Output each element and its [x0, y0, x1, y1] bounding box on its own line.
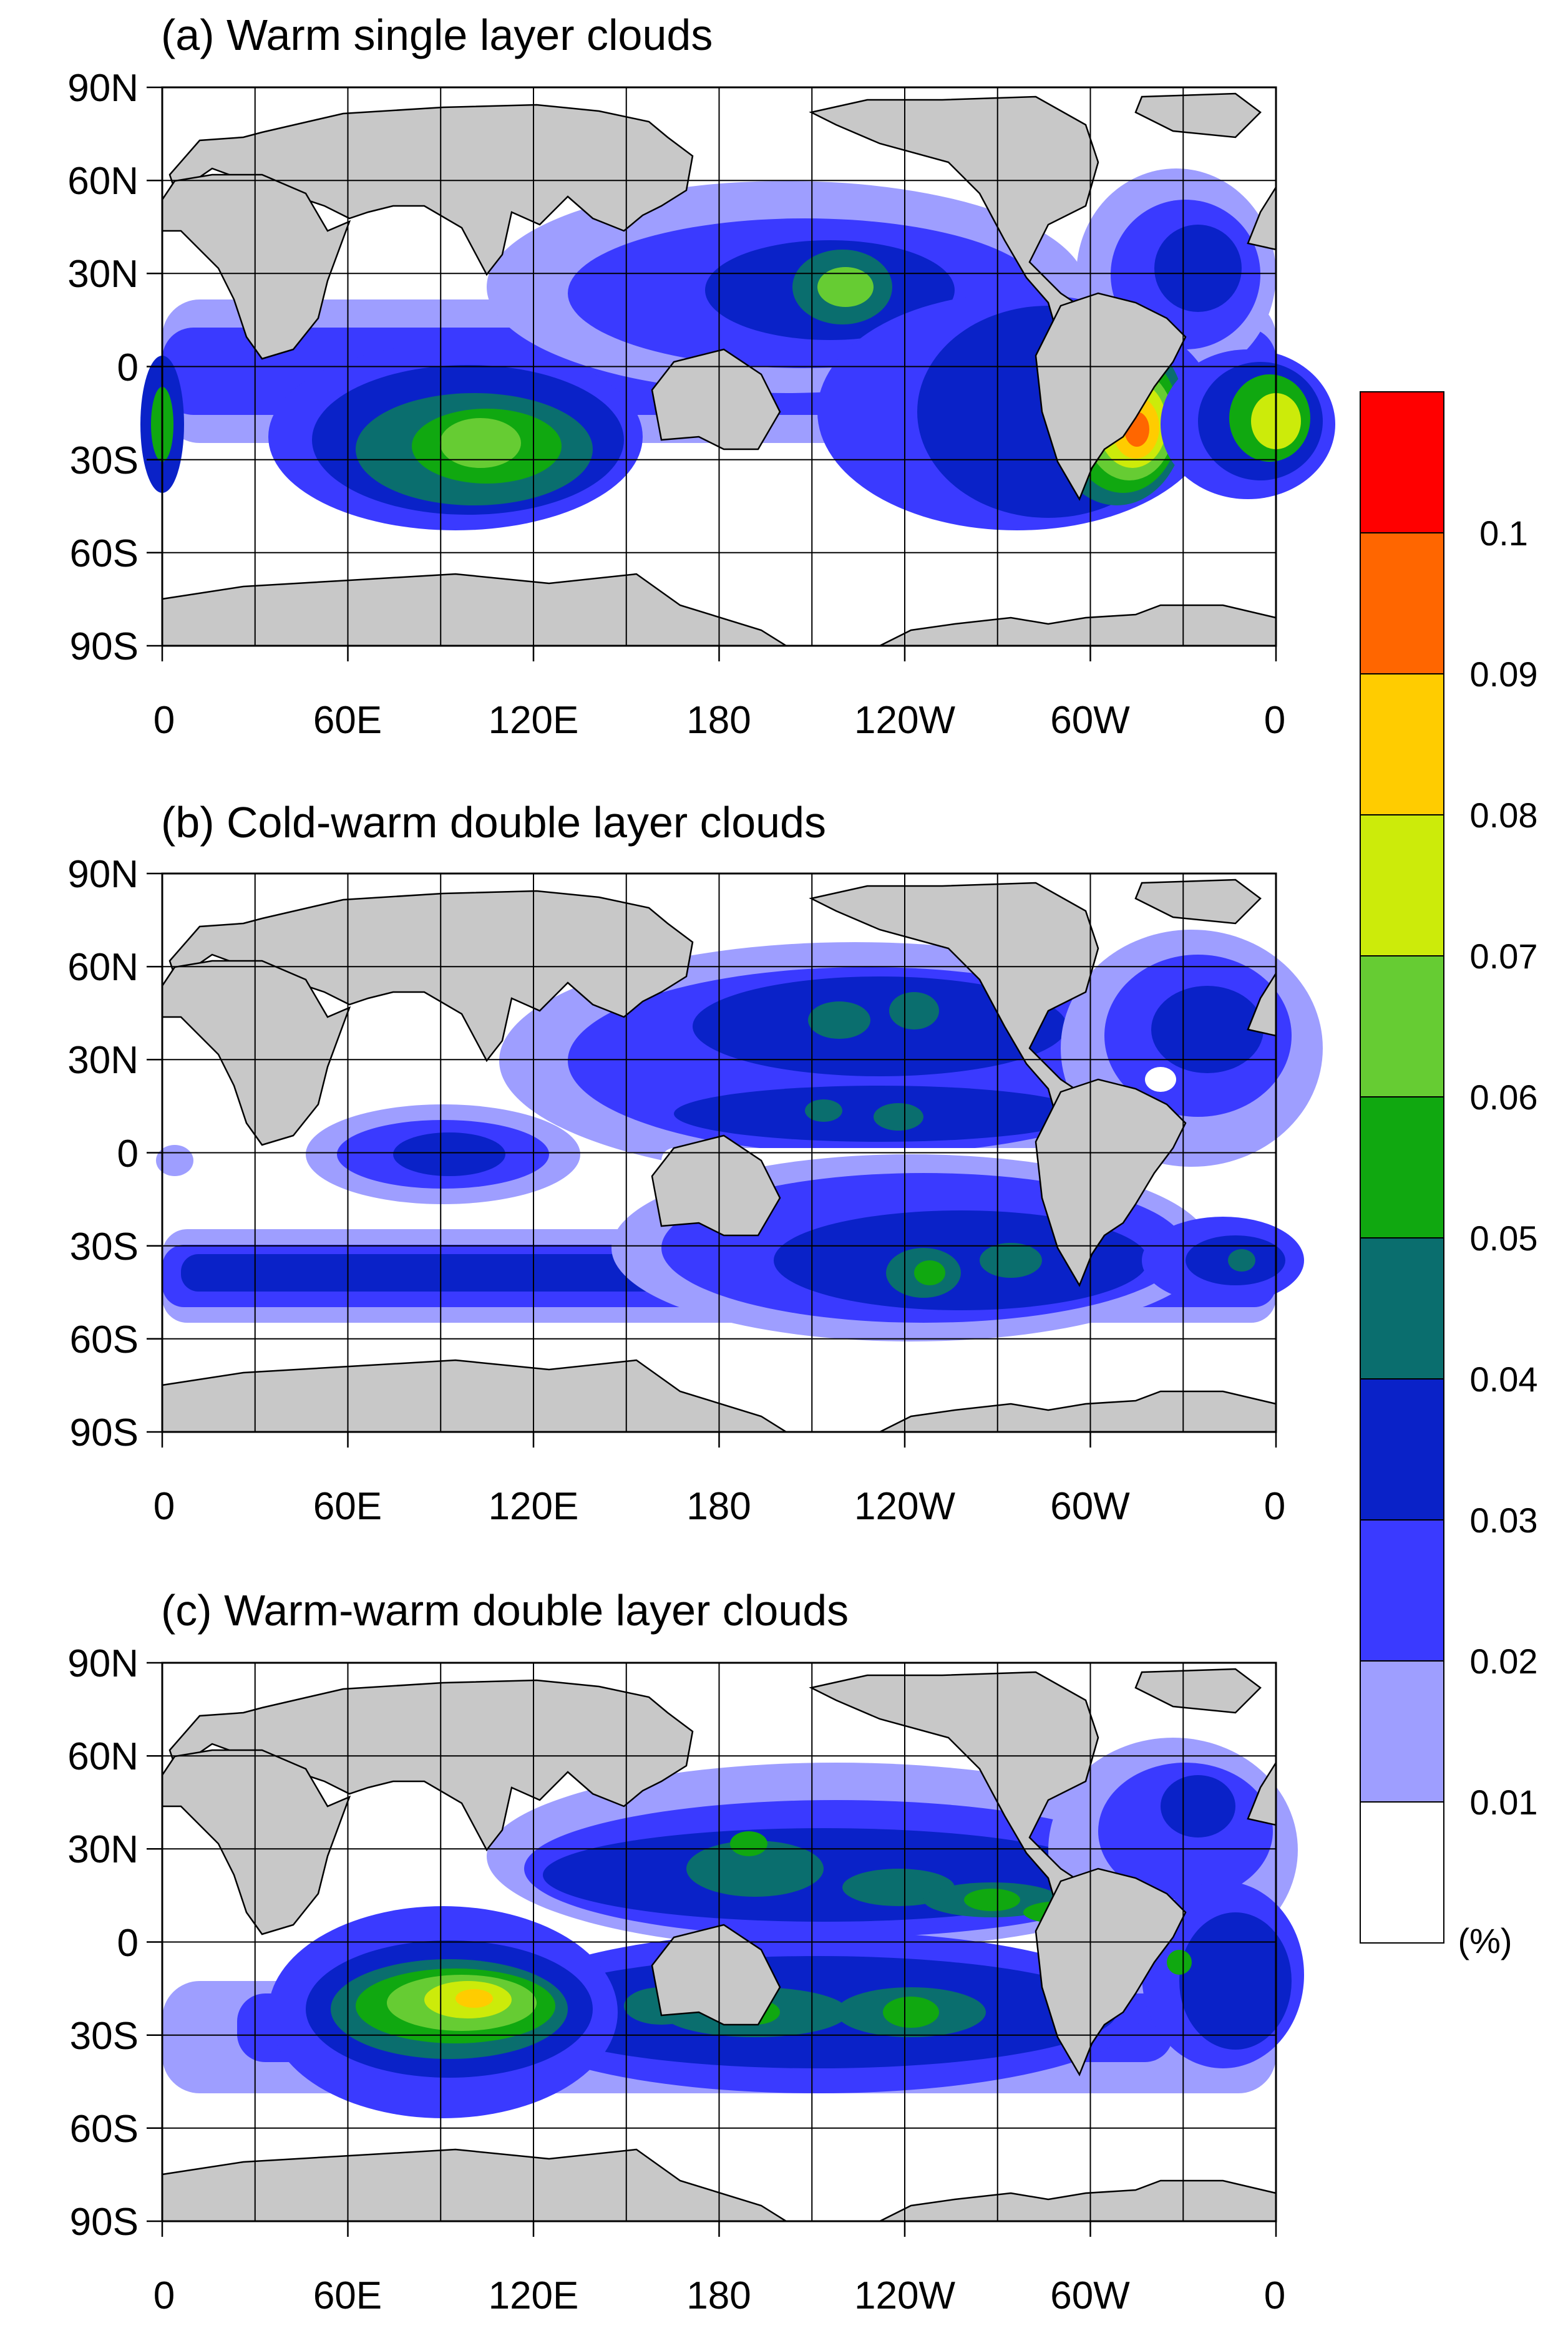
colorbar-frame	[1360, 391, 1444, 1944]
lon-label: 60W	[1050, 1485, 1130, 1528]
colorbar-swatches	[1360, 392, 1444, 1943]
lat-label: 90N	[67, 1642, 139, 1685]
colorbar-swatch	[1360, 392, 1444, 533]
panel-a-lon-labels: 0 60E 120E 180 120W 60W 0	[153, 699, 1285, 742]
colorbar-swatch	[1360, 815, 1444, 956]
lon-label: 120E	[489, 699, 579, 742]
lat-label: 30N	[67, 253, 139, 296]
colorbar-swatch	[1360, 956, 1444, 1097]
panel-a-ticks	[147, 86, 1277, 661]
colorbar-label: 0.09	[1470, 655, 1538, 694]
panel-c-land	[161, 1668, 1277, 2222]
lat-label: 60N	[67, 1735, 139, 1778]
lat-label: 30S	[70, 2015, 139, 2058]
panel-c: (c) Warm-warm double layer clouds	[67, 1586, 1304, 2317]
panel-a-title: (a) Warm single layer clouds	[161, 11, 713, 59]
lat-label: 30N	[67, 1828, 139, 1871]
lat-label: 60S	[70, 1318, 139, 1361]
colorbar-swatch	[1360, 1661, 1444, 1802]
lat-label: 0	[117, 1922, 139, 1965]
lat-label: 30S	[70, 439, 139, 482]
lat-label: 90S	[70, 625, 139, 668]
panel-b-lon-labels: 0 60E 120E 180 120W 60W 0	[153, 1485, 1285, 1528]
panel-b-land	[161, 879, 1277, 1433]
panel-b-lat-labels: 90N 60N 30N 0 30S 60S 90S	[67, 853, 139, 1454]
lon-label: 60W	[1050, 2274, 1130, 2317]
panel-c-title: (c) Warm-warm double layer clouds	[161, 1586, 849, 1635]
lon-label: 120E	[489, 1485, 579, 1528]
panel-b-gridlines	[162, 874, 1276, 1432]
colorbar-labels: 0.1 0.09 0.08 0.07 0.06 0.05 0.04 0.03 0…	[1458, 513, 1537, 1960]
lat-label: 90N	[67, 67, 139, 110]
lon-label: 0	[153, 1485, 175, 1528]
colorbar-unit: (%)	[1458, 1921, 1512, 1960]
colorbar-label: 0.01	[1470, 1783, 1538, 1822]
colorbar-label: 0.04	[1470, 1360, 1538, 1399]
lat-label: 0	[117, 1132, 139, 1175]
colorbar-label: 0.02	[1470, 1642, 1538, 1681]
lon-label: 60E	[313, 2274, 382, 2317]
lat-label: 60S	[70, 532, 139, 575]
lon-label: 0	[1264, 699, 1285, 742]
panel-b: (b) Cold-warm double layer clouds	[67, 798, 1323, 1528]
lon-label: 60E	[313, 1485, 382, 1528]
panel-c-gridlines	[162, 1663, 1276, 2221]
lon-label: 180	[686, 699, 751, 742]
lat-label: 90N	[67, 853, 139, 896]
lat-label: 60N	[67, 946, 139, 989]
lon-label: 120W	[854, 2274, 955, 2317]
lon-label: 180	[686, 2274, 751, 2317]
lon-label: 120W	[854, 699, 955, 742]
lon-label: 60W	[1050, 699, 1130, 742]
lat-label: 60S	[70, 2108, 139, 2151]
lon-label: 0	[153, 699, 175, 742]
colorbar-label: 0.06	[1470, 1078, 1538, 1117]
colorbar-swatch	[1360, 674, 1444, 815]
lon-label: 60E	[313, 699, 382, 742]
panel-c-lat-labels: 90N 60N 30N 0 30S 60S 90S	[67, 1642, 139, 2244]
panel-b-title: (b) Cold-warm double layer clouds	[161, 798, 826, 847]
colorbar-swatch	[1360, 1379, 1444, 1520]
colorbar-label: 0.1	[1479, 513, 1528, 553]
panel-c-ticks	[147, 1662, 1277, 2237]
colorbar-swatch	[1360, 1238, 1444, 1379]
lon-label: 180	[686, 1485, 751, 1528]
colorbar-swatch	[1360, 533, 1444, 674]
lon-label: 0	[153, 2274, 175, 2317]
lat-label: 30S	[70, 1225, 139, 1268]
panel-a: (a) Warm single layer clouds	[67, 11, 1335, 742]
panel-c-lon-labels: 0 60E 120E 180 120W 60W 0	[153, 2274, 1285, 2317]
panel-a-gridlines	[162, 87, 1276, 646]
colorbar-label: 0.05	[1470, 1219, 1538, 1258]
lon-label: 120W	[854, 1485, 955, 1528]
lat-label: 90S	[70, 1411, 139, 1454]
lat-label: 0	[117, 346, 139, 389]
colorbar-label: 0.03	[1470, 1501, 1538, 1540]
panel-b-ticks	[147, 872, 1277, 1448]
colorbar: 0.1 0.09 0.08 0.07 0.06 0.05 0.04 0.03 0…	[1360, 391, 1538, 1960]
panel-a-land	[161, 92, 1277, 647]
colorbar-label: 0.08	[1470, 796, 1538, 835]
lon-label: 120E	[489, 2274, 579, 2317]
lon-label: 0	[1264, 1485, 1285, 1528]
lat-label: 60N	[67, 160, 139, 203]
lon-label: 0	[1264, 2274, 1285, 2317]
colorbar-swatch	[1360, 1802, 1444, 1943]
lat-label: 30N	[67, 1039, 139, 1082]
lat-label: 90S	[70, 2201, 139, 2244]
colorbar-swatch	[1360, 1520, 1444, 1661]
colorbar-swatch	[1360, 1097, 1444, 1238]
colorbar-label: 0.07	[1470, 937, 1538, 976]
panel-a-lat-labels: 90N 60N 30N 0 30S 60S 90S	[67, 67, 139, 668]
